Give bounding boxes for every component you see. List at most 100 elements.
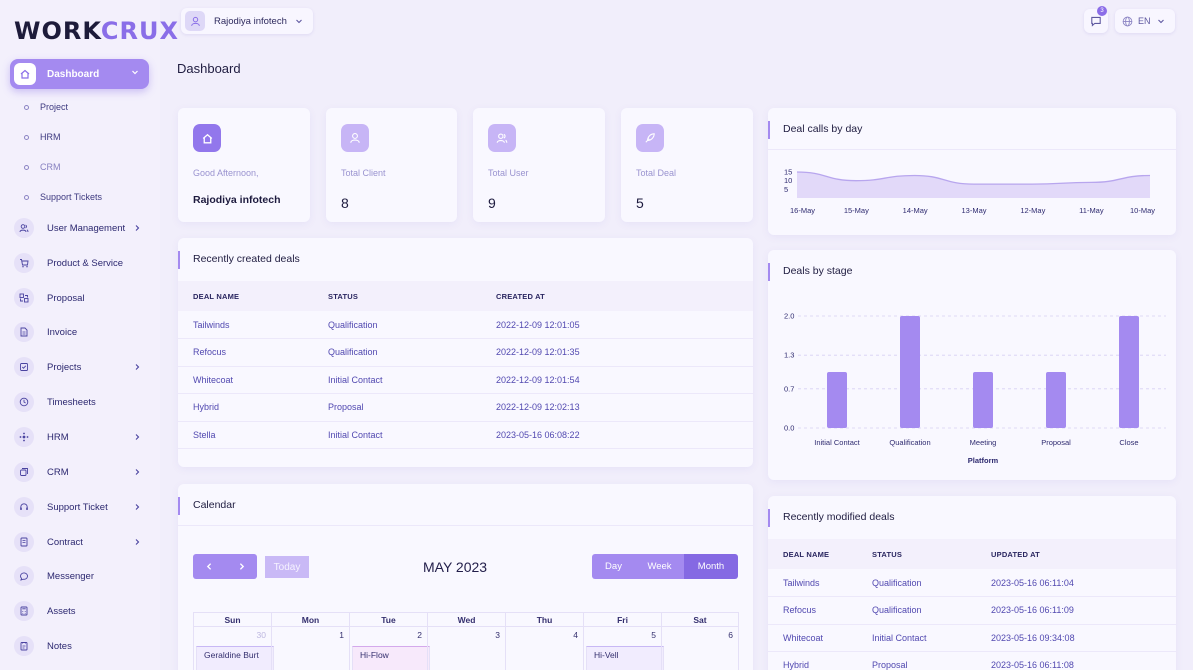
sidebar-subitem-support-tickets[interactable]: Support Tickets	[24, 190, 102, 204]
language-selector[interactable]: EN	[1115, 9, 1175, 33]
calendar-day-cell[interactable]: 6	[661, 627, 739, 670]
company-selector[interactable]: Rajodiya infotech	[181, 8, 313, 34]
table-row[interactable]: Hybrid Proposal 2022-12-09 12:02:13	[178, 393, 753, 422]
stat-value: 9	[488, 195, 496, 211]
stat-label: Total Deal	[636, 168, 677, 178]
card-header: Recently created deals	[178, 238, 753, 280]
chevron-down-icon	[1157, 19, 1164, 24]
calendar-event[interactable]: Geraldine Burt	[196, 646, 274, 670]
calendar-day-cell[interactable]: 3	[427, 627, 505, 670]
table-row[interactable]: Stella Initial Contact 2023-05-16 06:08:22	[178, 421, 753, 449]
messages-button[interactable]: 3	[1084, 6, 1108, 33]
sidebar-item-notes[interactable]: Notes	[14, 636, 149, 656]
y-tick-label: 0.7	[784, 384, 794, 393]
sidebar-item-invoice[interactable]: Invoice	[14, 322, 149, 342]
total-deal-card[interactable]: Total Deal 5	[621, 108, 753, 222]
weekday-header-row: Sun Mon Tue Wed Thu Fri Sat	[193, 612, 739, 627]
sidebar-item-timesheets[interactable]: Timesheets	[14, 392, 149, 412]
chevron-left-icon	[206, 563, 211, 570]
bar	[1119, 316, 1139, 428]
deal-status: Initial Contact	[872, 624, 991, 652]
sidebar-subitem-project[interactable]: Project	[24, 100, 68, 114]
table-row[interactable]: Whitecoat Initial Contact 2022-12-09 12:01…	[178, 366, 753, 394]
column-header[interactable]: UPDATED AT	[991, 539, 1176, 569]
view-week-button[interactable]: Week	[635, 554, 684, 579]
deal-created-at: 2023-05-16 06:08:22	[496, 421, 753, 449]
users-icon	[14, 218, 34, 238]
column-header[interactable]: DEAL NAME	[178, 281, 328, 311]
prev-month-button[interactable]	[193, 554, 225, 579]
table-row[interactable]: Whitecoat Initial Contact 2023-05-16 09:34…	[768, 624, 1176, 652]
sidebar-item-support-ticket[interactable]: Support Ticket	[14, 497, 149, 517]
card-title: Recently modified deals	[783, 511, 895, 523]
column-header[interactable]: STATUS	[872, 539, 991, 569]
calendar-event[interactable]: Hi-Flow	[352, 646, 430, 670]
modified-deals-table: DEAL NAME STATUS UPDATED AT Tailwinds Qua…	[768, 539, 1176, 670]
sidebar-item-user-management[interactable]: User Management	[14, 218, 149, 238]
table-row[interactable]: Refocus Qualification 2022-12-09 12:01:35	[178, 338, 753, 367]
hrm-icon	[14, 427, 34, 447]
column-header[interactable]: DEAL NAME	[768, 539, 872, 569]
table-row[interactable]: Refocus Qualification 2023-05-16 06:11:09	[768, 596, 1176, 625]
view-day-button[interactable]: Day	[592, 554, 635, 579]
x-tick-label: 12-May	[1020, 206, 1045, 215]
deal-name[interactable]: Hybrid	[768, 651, 872, 670]
sidebar-item-product-service[interactable]: Product & Service	[14, 253, 149, 273]
calendar-day-cell[interactable]: 2 Hi-Flow	[349, 627, 430, 670]
calendar-week-row: 30 Geraldine Burt 1 2 Hi-Flow 3 4 5 Hi-Vell…	[193, 627, 739, 670]
total-user-card[interactable]: Total User 9	[473, 108, 605, 222]
deal-name[interactable]: Refocus	[768, 596, 872, 625]
rocket-icon	[636, 124, 664, 152]
column-header[interactable]: CREATED AT	[496, 281, 753, 311]
sidebar-item-crm[interactable]: CRM	[14, 462, 149, 482]
deal-status: Qualification	[328, 311, 496, 339]
day-number: 5	[651, 630, 656, 640]
accent-bar	[768, 121, 770, 139]
language-label: EN	[1138, 16, 1151, 26]
table-row[interactable]: Tailwinds Qualification 2022-12-09 12:01:0…	[178, 311, 753, 339]
calendar-day-cell[interactable]: 5 Hi-Vell	[583, 627, 664, 670]
y-tick-label: 2.0	[784, 312, 794, 321]
table-row[interactable]: Hybrid Proposal 2023-05-16 06:11:08	[768, 651, 1176, 670]
sidebar: WORKCRUX Dashboard Project HRM CRM Suppo…	[0, 0, 178, 670]
calendar-day-cell[interactable]: 4	[505, 627, 583, 670]
deal-name[interactable]: Whitecoat	[768, 624, 872, 652]
table-row[interactable]: Tailwinds Qualification 2023-05-16 06:11:0…	[768, 569, 1176, 597]
calendar-day-cell[interactable]: 1	[271, 627, 349, 670]
recent-deals-card: Recently created deals DEAL NAME STATUS …	[178, 238, 753, 467]
messages-badge: 3	[1097, 6, 1107, 16]
users-icon	[488, 124, 516, 152]
calendar-day-cell[interactable]: 30 Geraldine Burt	[193, 627, 274, 670]
workcrux-logo[interactable]: WORKCRUX	[14, 17, 179, 45]
calendar-event[interactable]: Hi-Vell	[586, 646, 664, 670]
bullet-icon	[24, 134, 29, 140]
day-number: 30	[256, 630, 266, 640]
bar	[900, 316, 920, 428]
checklist-icon	[14, 357, 34, 377]
sidebar-item-proposal[interactable]: Proposal	[14, 288, 149, 308]
deal-name[interactable]: Whitecoat	[178, 366, 328, 394]
accent-bar	[768, 263, 770, 281]
deal-name[interactable]: Refocus	[178, 338, 328, 367]
view-month-button[interactable]: Month	[684, 554, 738, 579]
deal-name[interactable]: Tailwinds	[768, 569, 872, 597]
next-month-button[interactable]	[225, 554, 257, 579]
sidebar-item-dashboard[interactable]: Dashboard	[10, 59, 149, 89]
deal-name[interactable]: Hybrid	[178, 393, 328, 422]
card-title: Deals by stage	[783, 265, 853, 277]
sidebar-item-assets[interactable]: Assets	[14, 601, 149, 621]
bullet-icon	[24, 194, 29, 200]
deal-name[interactable]: Stella	[178, 421, 328, 449]
sidebar-item-contract[interactable]: Contract	[14, 532, 149, 552]
sidebar-subitem-crm[interactable]: CRM	[24, 160, 61, 174]
sidebar-item-hrm[interactable]: HRM	[14, 427, 149, 447]
sidebar-item-label: Notes	[47, 640, 72, 652]
sidebar-subitem-hrm[interactable]: HRM	[24, 130, 61, 144]
column-header[interactable]: STATUS	[328, 281, 496, 311]
today-button[interactable]: Today	[265, 556, 309, 578]
total-client-card[interactable]: Total Client 8	[326, 108, 457, 222]
sidebar-item-messenger[interactable]: Messenger	[14, 566, 149, 586]
sidebar-subitem-label: HRM	[40, 132, 61, 142]
sidebar-item-projects[interactable]: Projects	[14, 357, 149, 377]
deal-name[interactable]: Tailwinds	[178, 311, 328, 339]
